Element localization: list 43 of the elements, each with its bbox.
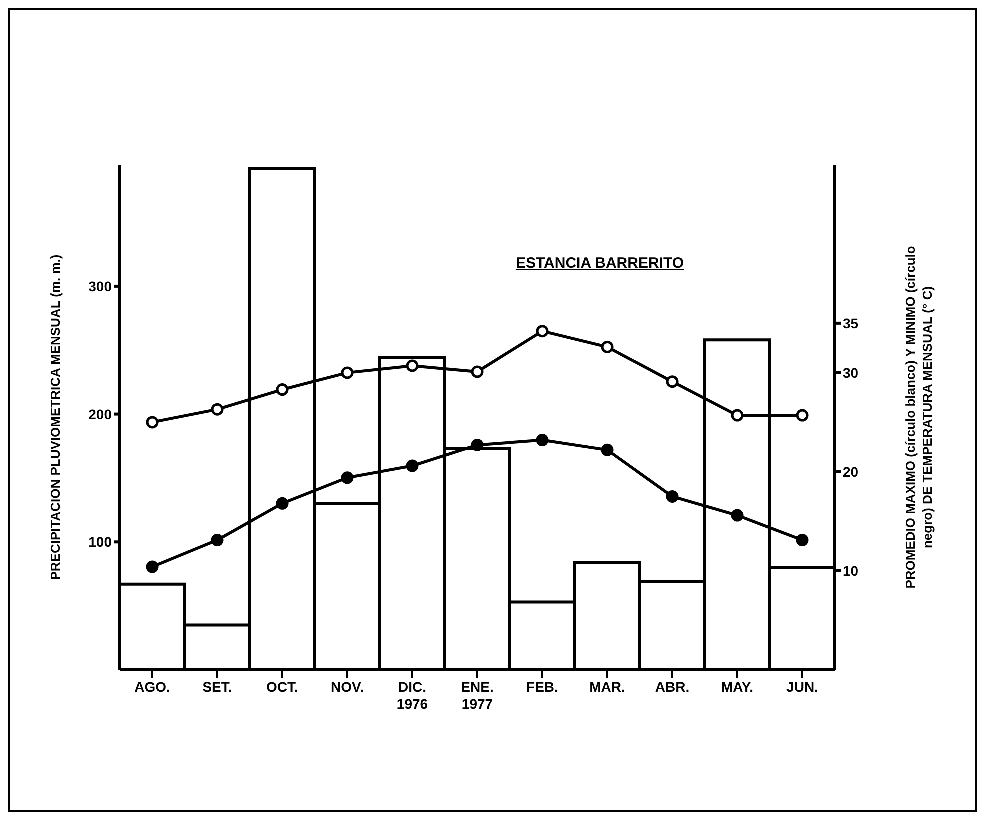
point	[471, 366, 484, 378]
x-tick-label: MAY.	[721, 679, 754, 695]
point	[601, 444, 614, 456]
point	[341, 366, 354, 380]
x-tick-label: JUN.	[786, 679, 818, 695]
y-axis-title: PRECIPITACION PLUVIOMETRICA MENSUAL (m. m.)	[48, 254, 63, 580]
y-tick-label: 200	[88, 406, 112, 422]
x-tick-label: AGO.	[134, 679, 170, 695]
point	[731, 409, 744, 422]
point	[731, 509, 744, 522]
y2-tick-label: 30	[843, 364, 859, 381]
y2-tick-label: 35	[843, 315, 859, 332]
point	[276, 497, 289, 510]
point	[796, 534, 809, 547]
x-tick-label: OCT.	[266, 679, 298, 695]
point	[146, 416, 159, 429]
point	[796, 409, 809, 422]
y-tick-label: 100	[88, 534, 112, 550]
point	[341, 472, 354, 484]
y2-tick-label: 10	[843, 562, 859, 579]
point	[211, 534, 224, 547]
point	[406, 360, 419, 372]
y2-tick-label: 20	[843, 464, 859, 480]
x-tick-label: NOV.	[331, 679, 364, 695]
point	[406, 460, 419, 472]
y-tick-label: 300	[88, 278, 112, 294]
point	[666, 490, 679, 503]
point	[471, 438, 484, 452]
x-tick-label: MAR.	[590, 679, 626, 695]
x-tick-label: DIC. 1976	[396, 679, 428, 712]
y2-axis-title: PROMEDIO MAXIMO (círculo blanco) Y MINIMO (círculo negro) DE TEMPERATURA MENSUAL (° C)	[903, 246, 935, 589]
point	[536, 325, 549, 338]
point	[211, 403, 224, 416]
point	[666, 376, 679, 388]
x-tick-label: ABR.	[655, 679, 690, 695]
x-tick-label: ENE. 1977	[461, 679, 494, 712]
point	[146, 560, 159, 574]
point	[536, 434, 549, 447]
point	[601, 340, 614, 354]
x-tick-label: FEB.	[526, 679, 558, 695]
text: ESTANCIA BARRERITO	[514, 255, 686, 272]
point	[276, 384, 289, 396]
x-tick-label: SET.	[202, 679, 232, 695]
